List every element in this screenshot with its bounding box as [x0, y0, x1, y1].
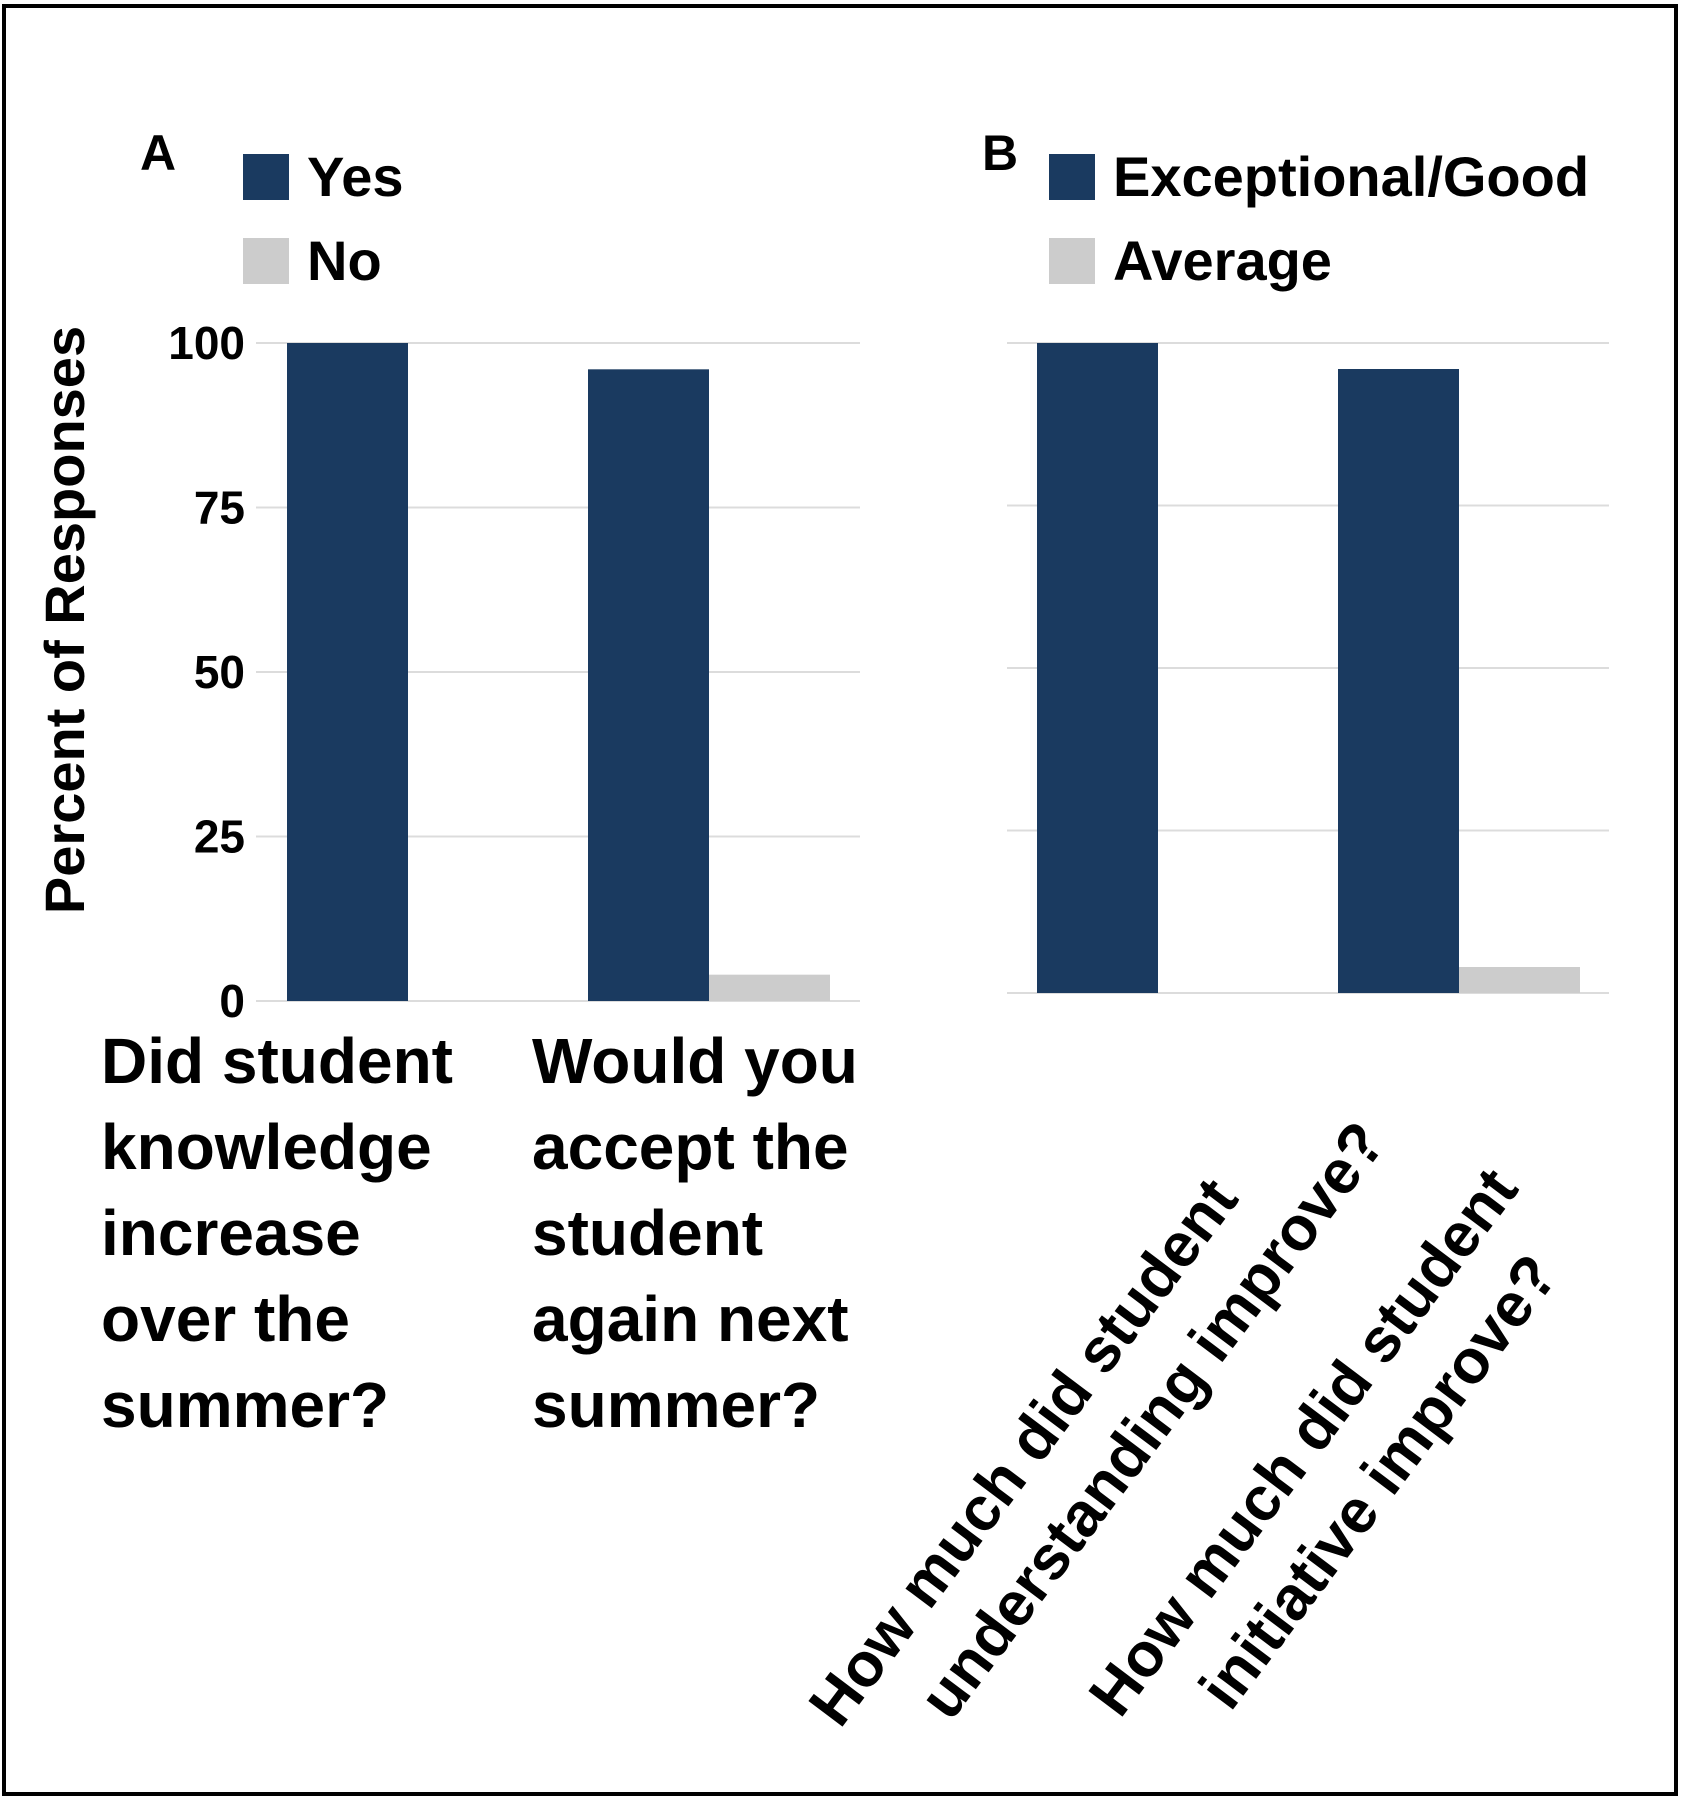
legend-label: Exceptional/Good: [1113, 145, 1589, 208]
x-category-label-line: Did student: [101, 1025, 453, 1097]
x-category-label-line: accept the: [532, 1111, 849, 1183]
y-tick-label: 75: [194, 482, 245, 534]
y-tick-label: 0: [219, 975, 245, 1027]
y-tick-label: 50: [194, 646, 245, 698]
legend-swatch: [1049, 238, 1095, 284]
panel-a-letter: A: [140, 125, 176, 181]
x-category-label-line: increase: [101, 1197, 361, 1269]
legend-swatch: [1049, 154, 1095, 200]
y-tick-label: 100: [168, 317, 245, 369]
x-category-label-line: summer?: [532, 1369, 820, 1441]
legend-label: Average: [1113, 229, 1332, 292]
x-category-label: Would you accept the student again next summ…: [532, 1025, 858, 1441]
bar: [1459, 967, 1580, 993]
figure-frame: [2, 4, 1678, 1796]
bar: [1338, 369, 1459, 993]
bar: [287, 343, 408, 1001]
bar: [588, 369, 709, 1001]
x-category-label-line: over the: [101, 1283, 350, 1355]
x-category-label-line: student: [532, 1197, 763, 1269]
legend-label: Yes: [307, 145, 404, 208]
y-axis-label: Percent of Responses: [33, 326, 96, 914]
bar: [709, 974, 830, 1001]
legend-swatch: [243, 238, 289, 284]
x-category-label-line: knowledge: [101, 1111, 432, 1183]
legend-label: No: [307, 229, 382, 292]
x-category-label-line: Would you: [532, 1025, 858, 1097]
panel-b-letter: B: [982, 125, 1018, 181]
bar: [1037, 343, 1158, 993]
panel-a-chart: 0 25 50 75 100 Yes No Did student knowledge incre…: [101, 145, 860, 1441]
x-category-label: Did student knowledge increase over the summ…: [101, 1025, 453, 1441]
x-category-label-line: again next: [532, 1283, 849, 1355]
x-category-label-line: summer?: [101, 1369, 389, 1441]
legend-swatch: [243, 154, 289, 200]
y-tick-label: 25: [194, 811, 245, 863]
